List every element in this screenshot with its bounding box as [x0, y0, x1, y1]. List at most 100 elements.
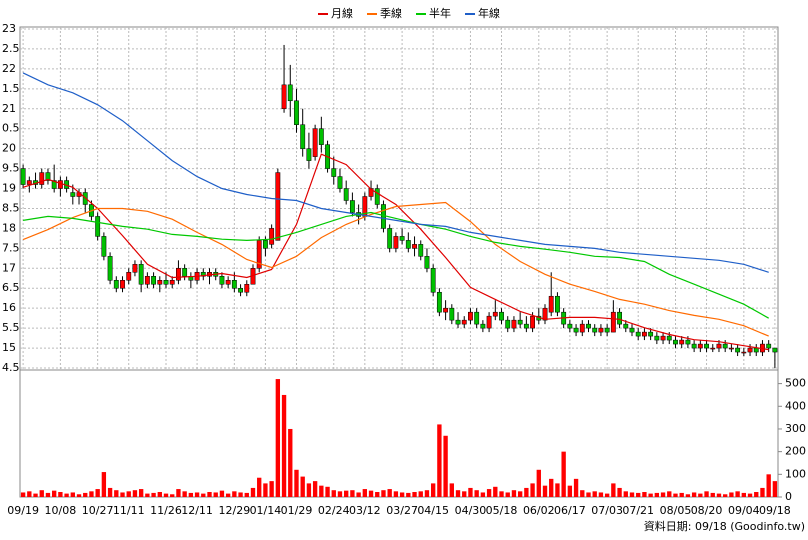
candle-body	[747, 347, 753, 353]
volume-bar	[263, 483, 268, 497]
volume-bar	[89, 491, 94, 497]
candle-body	[169, 280, 175, 285]
x-tick-label: 04/15	[417, 504, 449, 517]
volume-bar	[331, 490, 336, 497]
candle-body	[163, 280, 169, 285]
y-tick-label: 23	[2, 22, 16, 35]
volume-bar	[120, 492, 125, 497]
x-tick-label: 06/02	[523, 504, 555, 517]
candle-body	[337, 176, 343, 189]
volume-bar	[406, 492, 411, 497]
candle-body	[741, 351, 747, 354]
x-tick-label: 03/27	[386, 504, 418, 517]
candle-body	[579, 323, 585, 333]
volume-bar	[623, 491, 628, 497]
x-tick-label: 02/24	[318, 504, 350, 517]
volume-bar	[132, 490, 138, 497]
candle-body	[728, 347, 734, 350]
candle-body	[648, 331, 654, 337]
candle-body	[287, 84, 293, 102]
candle-body	[567, 323, 573, 329]
volume-tick-label: 0	[785, 490, 792, 503]
y-tick-label: 5.5	[2, 321, 20, 334]
y-tick-label: 2.5	[2, 42, 20, 55]
volume-bar	[170, 494, 175, 497]
candle-body	[387, 228, 393, 249]
volume-bar	[269, 481, 274, 497]
volume-bar	[772, 481, 778, 497]
candle-body	[598, 327, 604, 333]
footer-note: 資料日期: 09/18 (Goodinfo.tw)	[644, 519, 805, 533]
candle-body	[766, 343, 772, 349]
volume-bar	[163, 493, 169, 497]
candle-body	[57, 180, 63, 189]
candle-body	[722, 343, 728, 349]
candle-body	[660, 335, 666, 341]
volume-bar	[45, 492, 51, 497]
candle-body	[480, 323, 486, 329]
candle-body	[281, 84, 287, 110]
volume-bar	[213, 492, 218, 497]
candle-body	[735, 347, 741, 353]
candle-body	[269, 228, 275, 245]
candle-body	[294, 100, 299, 125]
volume-bar	[617, 487, 622, 497]
y-tick-label: 6.5	[2, 281, 20, 294]
candle-body	[113, 280, 119, 289]
candle-body	[95, 216, 101, 237]
volume-bar	[468, 487, 473, 497]
volume-bar	[493, 486, 498, 497]
volume-bar	[636, 492, 641, 497]
candle-body	[300, 124, 306, 149]
candle-body	[399, 236, 405, 241]
volume-bar	[83, 492, 88, 497]
candle-body	[101, 236, 107, 257]
volume-bar	[462, 491, 467, 497]
candle-body	[704, 343, 709, 349]
y-tick-label: 7.5	[2, 241, 20, 254]
candle-body	[679, 339, 685, 345]
volume-bar	[685, 494, 691, 497]
candle-body	[374, 188, 380, 205]
candle-body	[474, 311, 480, 325]
volume-bar	[39, 490, 44, 497]
volume-bar	[760, 487, 765, 497]
candle-body	[641, 331, 647, 337]
volume-bar	[64, 493, 69, 497]
candle-body	[666, 335, 672, 341]
candle-body	[486, 315, 492, 329]
candle-body	[436, 291, 442, 313]
volume-bar	[741, 492, 747, 497]
candle-body	[505, 319, 511, 329]
candle-body	[530, 315, 536, 329]
volume-bar	[244, 492, 249, 497]
volume-bar	[480, 492, 486, 497]
candle-body	[200, 272, 206, 277]
volume-tick-label: 500	[785, 377, 806, 390]
y-tick-label: 16	[2, 301, 16, 314]
candle-body	[548, 295, 554, 313]
candle-body	[617, 311, 622, 325]
ma-line	[22, 153, 769, 351]
candle-body	[393, 236, 399, 249]
volume-bar	[194, 492, 200, 497]
volume-bar	[555, 483, 560, 497]
volume-bar	[735, 491, 740, 497]
volume-bar	[704, 491, 709, 497]
x-tick-label: 08/20	[691, 504, 723, 517]
x-tick-label: 11/11	[113, 504, 145, 517]
candle-body	[430, 268, 436, 293]
volume-bar	[766, 474, 771, 497]
volume-bar	[710, 492, 715, 497]
volume-bar	[561, 451, 566, 497]
candle-body	[182, 268, 188, 277]
candle-body	[673, 339, 678, 345]
candle-body	[306, 148, 312, 161]
volume-bar	[437, 424, 442, 497]
y-tick-label: 8.5	[2, 201, 20, 214]
volume-bar	[151, 492, 156, 497]
candle-body	[262, 240, 268, 249]
y-tick-label: 0.5	[2, 122, 20, 135]
candle-body	[176, 268, 181, 281]
candle-body	[424, 256, 430, 269]
